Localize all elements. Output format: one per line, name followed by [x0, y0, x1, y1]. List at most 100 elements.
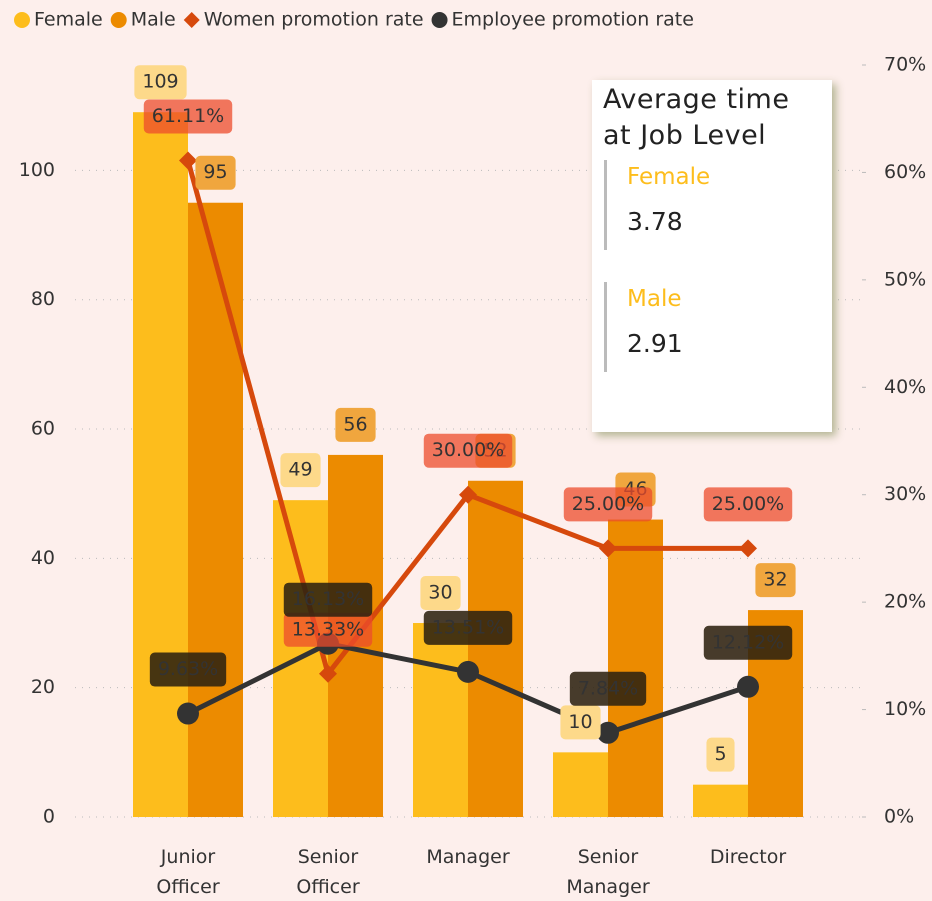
data-label-bg: [706, 737, 735, 772]
data-label: 49: [288, 459, 312, 481]
data-label: 30.00%: [423, 433, 513, 468]
bar: [188, 202, 243, 817]
data-label: 13.51%: [432, 616, 504, 638]
data-label: 56: [335, 407, 376, 442]
data-label: 9.63%: [149, 652, 227, 687]
y2-tick-label: 10%: [884, 698, 926, 720]
marker: [599, 539, 617, 558]
bar: [133, 112, 188, 817]
data-label: 32: [763, 569, 787, 591]
data-label-bg: [423, 433, 513, 468]
data-label: 13.51%: [423, 610, 513, 645]
y-tick-label: 60: [31, 418, 55, 440]
y2-tick-label: 20%: [884, 591, 926, 613]
data-label: 95: [203, 161, 227, 183]
data-label: 25.00%: [712, 493, 784, 515]
data-label: 109: [142, 71, 178, 93]
data-label-bg: [755, 563, 796, 598]
data-label-bg: [560, 705, 601, 740]
legend-marker: [110, 12, 127, 28]
legend-label: Male: [131, 9, 176, 31]
data-label-bg: [149, 652, 227, 687]
data-label: 32: [755, 563, 796, 598]
card-value: 2.91: [627, 329, 683, 358]
marker: [737, 675, 759, 698]
y-tick-label: 80: [31, 288, 55, 310]
data-label: 109: [134, 65, 187, 100]
data-label: 25.00%: [572, 493, 644, 515]
data-label: 12.12%: [703, 625, 793, 660]
y-tick-label: 40: [31, 547, 55, 569]
card-title: Average time at Job Level: [603, 84, 790, 151]
card-value: 3.78: [627, 207, 683, 236]
data-label-bg: [143, 99, 233, 134]
legend-marker: [14, 12, 30, 28]
data-label: 25.00%: [563, 487, 653, 522]
data-label-bg: [423, 610, 513, 645]
x-tick-label: Director: [709, 846, 787, 868]
data-label: 10: [568, 711, 592, 733]
data-label: 5: [714, 743, 726, 765]
legend-label: Women promotion rate: [204, 9, 424, 31]
data-label-bg: [569, 671, 647, 706]
marker: [319, 664, 337, 683]
card-label: Male: [627, 286, 682, 312]
data-label: 61.11%: [143, 99, 233, 134]
data-label-bg: [335, 407, 376, 442]
legend-marker: [431, 12, 448, 28]
data-label: 12.12%: [712, 631, 784, 653]
x-tick-label: Junior Officer: [156, 846, 220, 898]
card-item: Male 2.91: [604, 282, 683, 372]
legend-marker: [183, 12, 200, 28]
data-label: 13.33%: [292, 618, 364, 640]
data-label: 49: [280, 453, 321, 488]
marker: [459, 485, 477, 504]
data-label-bg: [703, 625, 793, 660]
data-label-bg: [134, 65, 187, 100]
data-label: 61.11%: [152, 105, 224, 127]
marker: [457, 660, 479, 683]
kpi-card: Average time at Job Level Female 3.78 Ma…: [592, 80, 832, 432]
data-label-bg: [283, 582, 373, 617]
marker: [597, 721, 619, 744]
legend-label: Female: [34, 9, 103, 31]
y2-tick-label: 70%: [884, 54, 926, 76]
data-label: 25.00%: [703, 487, 793, 522]
data-label: 9.63%: [158, 658, 218, 680]
x-tick-label: Senior Officer: [296, 846, 360, 898]
card-item: Female 3.78: [604, 160, 710, 250]
legend-label: Employee promotion rate: [452, 9, 694, 31]
marker: [739, 539, 757, 558]
data-label: 7.84%: [569, 671, 647, 706]
y-tick-label: 100: [19, 159, 55, 181]
bar: [468, 480, 523, 817]
data-label: 13.33%: [283, 612, 373, 647]
bar: [413, 623, 468, 817]
bar: [608, 519, 663, 817]
x-tick-label: Senior Manager: [566, 846, 650, 898]
y2-tick-label: 60%: [884, 161, 926, 183]
y2-tick-label: 40%: [884, 376, 926, 398]
marker: [177, 702, 199, 725]
data-label: 30.00%: [432, 439, 504, 461]
data-label: 16.13%: [292, 588, 364, 610]
bar: [553, 752, 608, 817]
y2-tick-label: 0%: [884, 806, 914, 828]
marker: [179, 151, 197, 170]
data-label-bg: [420, 576, 461, 611]
data-label-bg: [563, 487, 653, 522]
y2-tick-label: 30%: [884, 483, 926, 505]
y-tick-label: 0: [43, 806, 55, 828]
y2-tick-label: 50%: [884, 268, 926, 290]
data-label-bg: [195, 155, 236, 190]
data-label: 16.13%: [283, 582, 373, 617]
data-label: 30: [428, 582, 452, 604]
data-label-bg: [703, 487, 793, 522]
data-label: 56: [343, 413, 367, 435]
x-tick-label: Manager: [426, 846, 510, 868]
data-label: 5: [706, 737, 735, 772]
bar: [693, 784, 748, 817]
data-label: 7.84%: [578, 677, 638, 699]
